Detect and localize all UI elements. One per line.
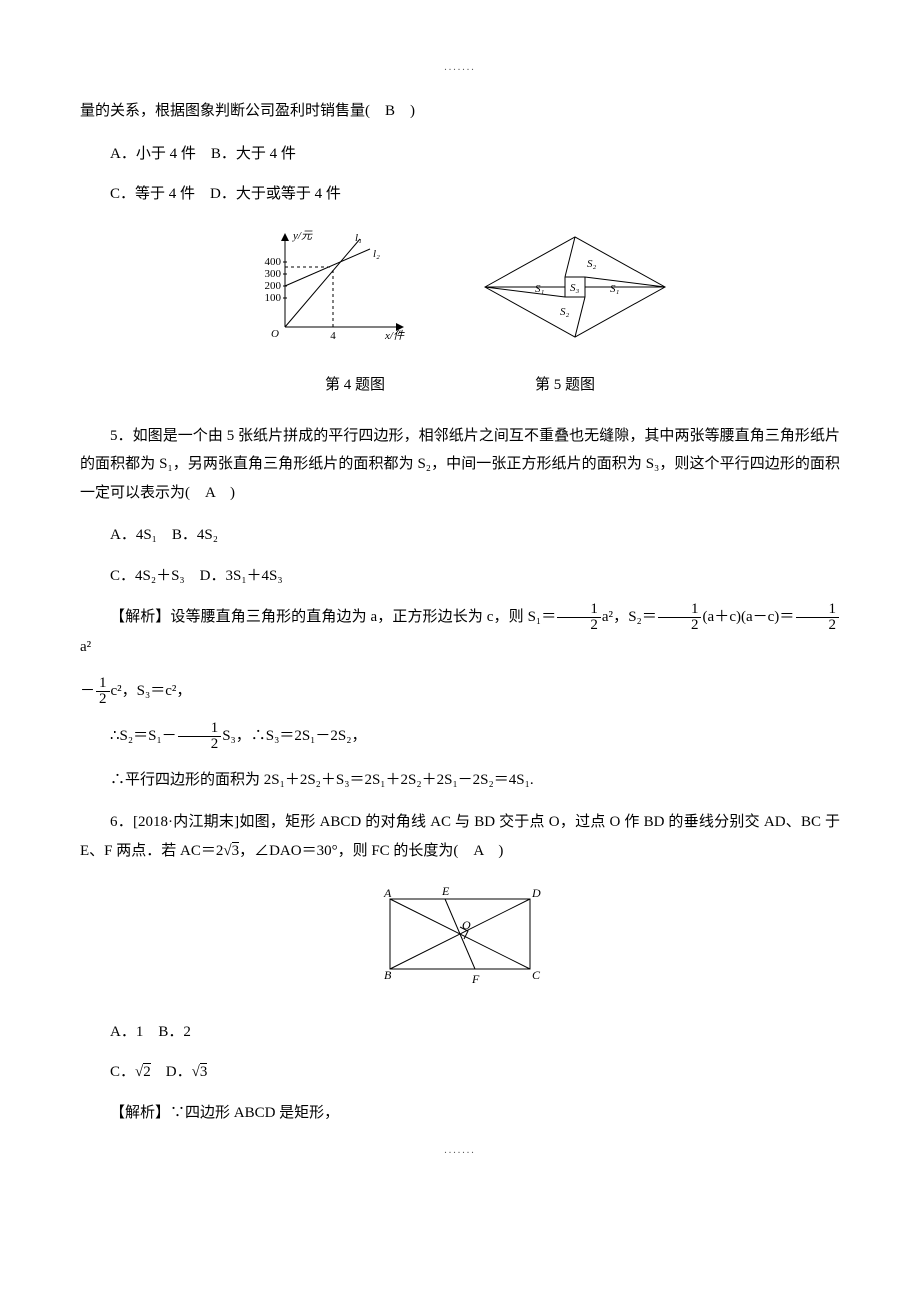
q6-opt-ab: A．1 B．2 xyxy=(80,1018,840,1047)
lbl-F: F xyxy=(471,972,480,986)
y-label: y/元 xyxy=(292,230,313,242)
lbl-D: D xyxy=(531,886,541,900)
q5-stem: 5．如图是一个由 5 张纸片拼成的平行四边形，相邻纸片之间互不重叠也无缝隙，其中… xyxy=(80,422,840,508)
q6-svg: A D B C E F O xyxy=(360,879,560,989)
q5-exp2a: － xyxy=(80,682,95,698)
q6-optc-pre: C． xyxy=(110,1064,135,1080)
lbl-E: E xyxy=(441,884,450,898)
q5-exp3b: S₃，∴S₃＝2S₁－2S₂， xyxy=(222,727,366,743)
s2-label-a: S₂ xyxy=(587,258,597,270)
q5-opt-cd: C．4S₂＋S₃ D．3S₁＋4S₃ xyxy=(80,562,840,591)
page-footer-dots: ....... xyxy=(80,1141,840,1160)
q5-exp-mid3: a² xyxy=(80,639,91,655)
frac-half-5: 12 xyxy=(178,721,222,752)
q5-explain-1: 【解析】设等腰直角三角形的直角边为 a，正方形边长为 c，则 S₁＝12a²，S… xyxy=(80,602,840,662)
q5-exp-mid1: a²，S₂＝ xyxy=(602,609,657,625)
origin-o: O xyxy=(271,328,279,340)
q6-stem: 6．[2018·内江期末]如图，矩形 ABCD 的对角线 AC 与 BD 交于点… xyxy=(80,808,840,865)
frac-half-4: 12 xyxy=(96,676,110,707)
sqrt-3b: √3 xyxy=(192,1063,208,1080)
q5-caption: 第 5 题图 xyxy=(535,371,595,400)
ytick-400: 400 xyxy=(265,256,282,268)
q4-opt-cd: C．等于 4 件 D．大于或等于 4 件 xyxy=(80,180,840,209)
q6-explain: 【解析】∵四边形 ABCD 是矩形， xyxy=(80,1099,840,1128)
q5-figure: S₁ S₁ S₂ S₂ S₃ xyxy=(475,227,675,358)
q4-figure: 400 300 200 100 4 O y/元 x/件 l₁ l₂ xyxy=(245,227,415,358)
caption-row-4-5: 第 4 题图 第 5 题图 xyxy=(80,371,840,400)
q6-opt-cd: C．√2 D．√3 xyxy=(80,1058,840,1087)
xtick-4: 4 xyxy=(330,330,336,342)
lbl-B: B xyxy=(384,968,392,982)
q5-exp-mid2: (a＋c)(a－c)＝ xyxy=(702,609,794,625)
s1-label-a: S₁ xyxy=(535,283,545,295)
q5-explain-4: ∴平行四边形的面积为 2S₁＋2S₂＋S₃＝2S₁＋2S₂＋2S₁－2S₂＝4S… xyxy=(80,766,840,795)
q5-diagram-svg: S₁ S₁ S₂ S₂ S₃ xyxy=(475,227,675,347)
q6-optd-pre: D． xyxy=(151,1064,192,1080)
page-header-dots: ....... xyxy=(80,58,840,77)
q6-figure: A D B C E F O xyxy=(80,879,840,1000)
q4-chart-svg: 400 300 200 100 4 O y/元 x/件 l₁ l₂ xyxy=(245,227,415,347)
lbl-O: O xyxy=(462,918,471,932)
ytick-100: 100 xyxy=(265,292,282,304)
q5-explain-2: －12c²，S₃＝c²， xyxy=(80,676,840,707)
q4-opt-ab: A．小于 4 件 B．大于 4 件 xyxy=(80,140,840,169)
figure-row-4-5: 400 300 200 100 4 O y/元 x/件 l₁ l₂ xyxy=(80,227,840,358)
sqrt-3: √3 xyxy=(223,842,239,859)
x-label: x/件 xyxy=(384,329,405,342)
s2-label-b: S₂ xyxy=(560,306,570,318)
q5-opt-ab: A．4S₁ B．4S₂ xyxy=(80,521,840,550)
q4-tail: 量的关系，根据图象判断公司盈利时销售量( B ) xyxy=(80,97,840,126)
ytick-300: 300 xyxy=(265,268,282,280)
frac-half-3: 12 xyxy=(796,602,840,633)
sqrt-2: √2 xyxy=(135,1063,151,1080)
frac-half-2: 12 xyxy=(658,602,702,633)
ytick-200: 200 xyxy=(265,280,282,292)
q6-stem-b: ，∠DAO＝30°，则 FC 的长度为( A ) xyxy=(239,843,503,859)
q5-exp3a: ∴S₂＝S₁－ xyxy=(110,727,177,743)
q5-exp2b: c²，S₃＝c²， xyxy=(111,682,192,698)
q5-explain-3: ∴S₂＝S₁－12S₃，∴S₃＝2S₁－2S₂， xyxy=(80,721,840,752)
l1-label: l₁ xyxy=(355,232,362,244)
q5-exp-lead: 【解析】设等腰直角三角形的直角边为 a，正方形边长为 c，则 S₁＝ xyxy=(110,609,556,625)
lbl-A: A xyxy=(383,886,392,900)
s3-label: S₃ xyxy=(570,282,580,294)
s1-label-b: S₁ xyxy=(610,283,620,295)
l2-label: l₂ xyxy=(373,248,380,260)
lbl-C: C xyxy=(532,968,541,982)
frac-half-1: 12 xyxy=(557,602,601,633)
q4-caption: 第 4 题图 xyxy=(325,371,385,400)
